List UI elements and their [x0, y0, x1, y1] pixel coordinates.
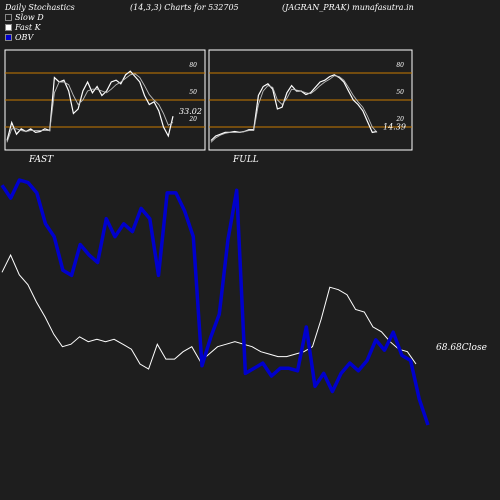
chart-header-center: (14,3,3) Charts for 532705: [130, 3, 239, 12]
fast-fast-k-line: [6, 70, 174, 141]
full-tick-label: 20: [395, 116, 404, 123]
obv-line: [0, 178, 430, 426]
full-value-label: 14.39: [383, 123, 406, 132]
fast-tick-label: 80: [189, 62, 197, 69]
legend-item-obv: OBV: [5, 33, 33, 42]
legend-label: Slow D: [15, 13, 44, 22]
fast-tick-label: 20: [188, 116, 197, 123]
legend-label: Fast K: [15, 23, 41, 32]
chart-header-left: Daily Stochastics: [5, 3, 75, 12]
legend-item-fast-k: Fast K: [5, 23, 41, 32]
legend-swatch: [5, 34, 12, 41]
legend-swatch: [5, 24, 12, 31]
close-value-label: 68.68Close: [436, 343, 487, 353]
legend-item-slow-d: Slow D: [5, 13, 44, 22]
fast-slow-d-line: [6, 73, 174, 143]
close-price-line: [1, 253, 417, 370]
fast-panel-caption: FAST: [28, 155, 54, 165]
fast-value-label: 33.02: [179, 107, 202, 116]
full-tick-label: 50: [396, 89, 404, 96]
legend-label: OBV: [15, 33, 34, 42]
fast-tick-label: 50: [189, 89, 197, 96]
chart-header-right: (JAGRAN_PRAK) munafasutra.in: [282, 3, 414, 12]
full-slow-d-line: [210, 75, 378, 143]
full-panel-caption: FULL: [232, 155, 259, 165]
full-fast-k-line: [210, 74, 378, 141]
legend-swatch: [5, 14, 12, 21]
full-tick-label: 80: [396, 62, 404, 69]
